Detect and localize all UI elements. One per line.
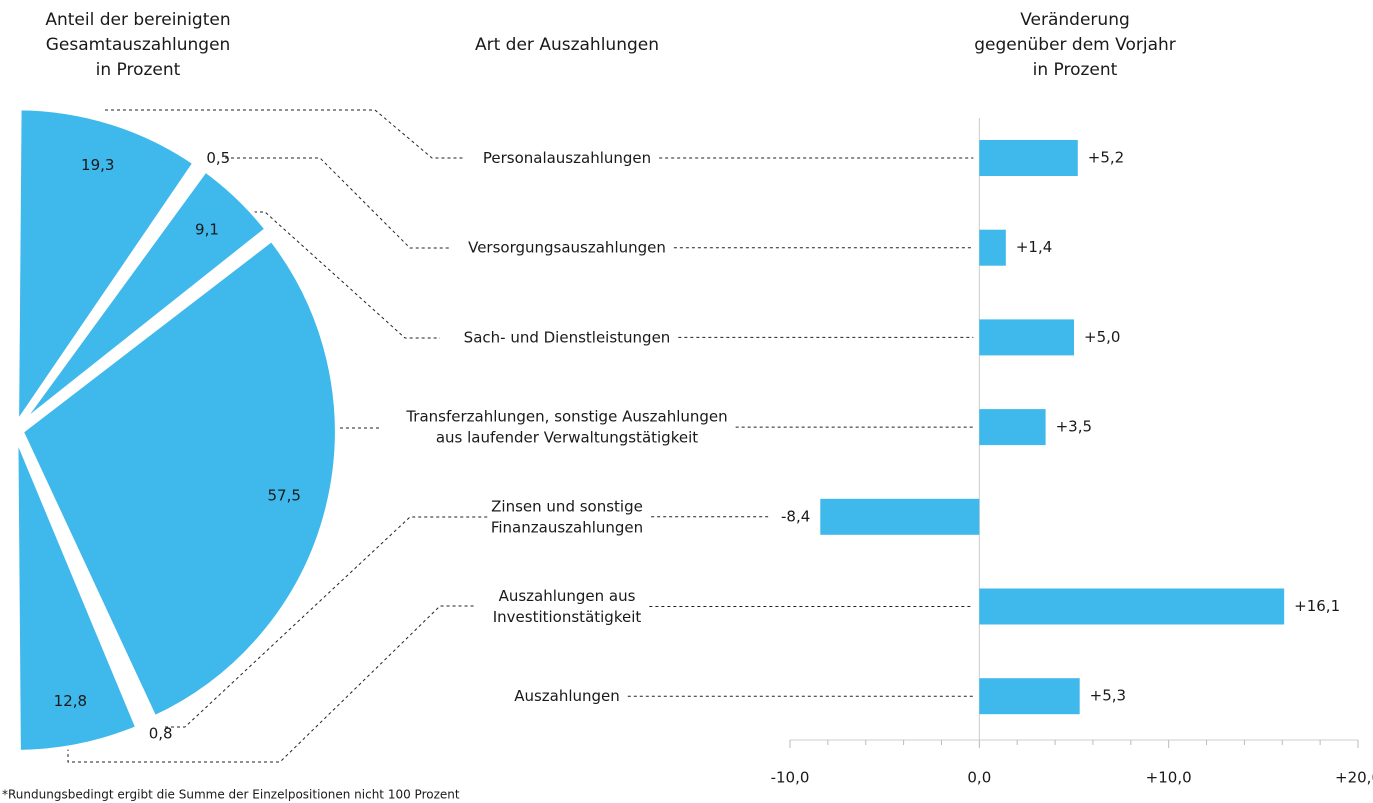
category-label: Zinsen und sonstige Finanzauszahlungen xyxy=(491,497,643,536)
leader-line xyxy=(165,516,490,728)
slice-label: 19,3 xyxy=(81,156,114,174)
x-tick-label: -10,0 xyxy=(771,769,810,787)
slice-label: 9,1 xyxy=(195,221,219,239)
category-label: Auszahlungen xyxy=(514,687,620,705)
category-label: Versorgungsauszahlungen xyxy=(468,238,666,256)
x-tick-label: 0,0 xyxy=(967,769,991,787)
value-label: +1,4 xyxy=(1016,238,1052,256)
value-label: +3,5 xyxy=(1056,418,1092,436)
bar xyxy=(820,498,980,535)
slice-label: 57,5 xyxy=(268,486,301,504)
pie-slice xyxy=(15,106,198,430)
category-label: Transferzahlungen, sonstige Auszahlungen… xyxy=(405,407,727,446)
pie-title: Anteil der bereinigten Gesamtauszahlungen… xyxy=(45,10,230,80)
bar-title: Veränderung gegenüber dem Vorjahr in Proze… xyxy=(974,10,1176,80)
bar xyxy=(979,319,1074,356)
bar xyxy=(979,678,1080,715)
pie-slice xyxy=(18,167,270,427)
pie-slice xyxy=(19,236,339,720)
value-label: +5,0 xyxy=(1084,328,1120,346)
bar xyxy=(979,140,1078,176)
category-label: Auszahlungen aus Investitionstätigkeit xyxy=(493,587,642,626)
pie-slice xyxy=(14,436,140,754)
leader-line xyxy=(105,109,465,159)
footnote: *Rundungsbedingt ergibt die Summe der Ei… xyxy=(2,788,460,802)
value-label: -8,4 xyxy=(781,507,810,525)
leader-line xyxy=(225,157,450,249)
x-tick-label: +20,0 xyxy=(1335,769,1373,787)
x-tick-label: +10,0 xyxy=(1146,769,1192,787)
category-label: Personalauszahlungen xyxy=(483,149,651,167)
value-label: +5,3 xyxy=(1090,687,1126,705)
category-title: Art der Auszahlungen xyxy=(475,35,659,55)
bar xyxy=(979,588,1285,625)
pie-slice xyxy=(15,435,150,729)
value-label: +16,1 xyxy=(1294,597,1340,615)
slice-label: 0,8 xyxy=(149,724,173,742)
category-label: Sach- und Dienstleistungen xyxy=(464,328,671,346)
value-label: +5,2 xyxy=(1088,149,1124,167)
slice-label: 0,5 xyxy=(206,149,230,167)
bar xyxy=(979,229,1006,266)
bar xyxy=(979,409,1046,446)
leader-line xyxy=(67,605,475,763)
pie-slice xyxy=(17,163,205,426)
leader-line xyxy=(242,211,440,339)
slice-label: 12,8 xyxy=(54,692,87,710)
